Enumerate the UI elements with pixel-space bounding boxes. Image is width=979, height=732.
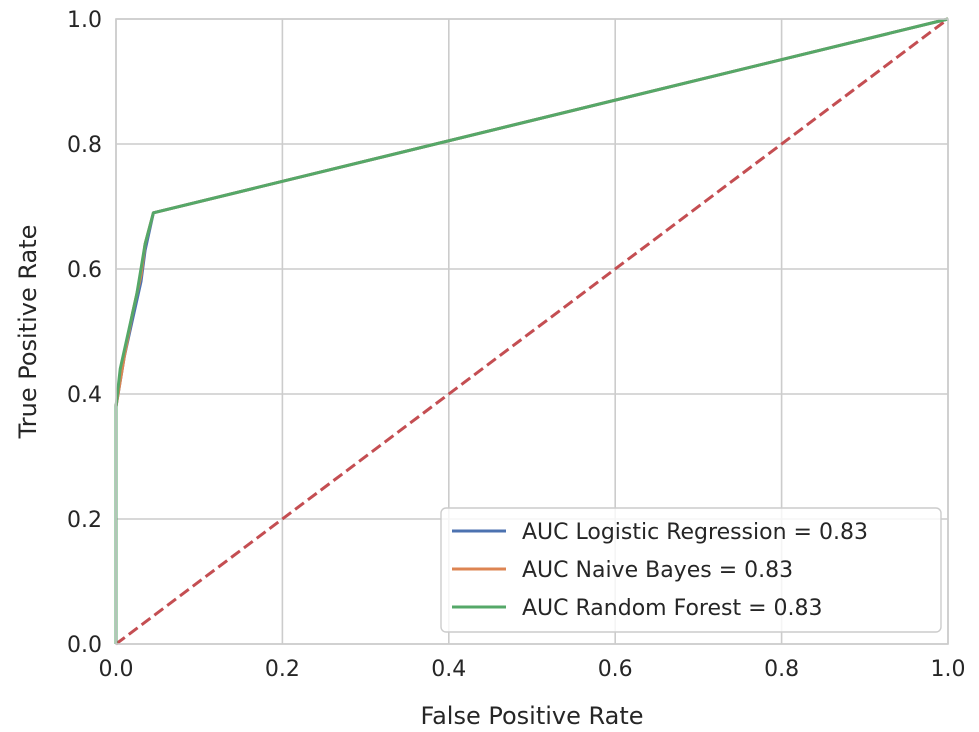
x-tick-label: 0.6 [598, 657, 633, 682]
y-tick-label: 0.8 [67, 133, 102, 158]
reference-line [115, 17, 949, 646]
y-axis-label: True Positive Rate [14, 225, 42, 440]
x-axis-label: False Positive Rate [420, 702, 643, 730]
x-tick-label: 0.0 [99, 657, 134, 682]
y-tick-labels: 0.0 0.2 0.4 0.6 0.8 1.0 [67, 8, 102, 658]
y-tick-label: 0.0 [67, 633, 102, 658]
y-tick-label: 1.0 [67, 8, 102, 33]
legend-box [440, 507, 942, 633]
legend-entry: AUC Naive Bayes = 0.83 [522, 558, 793, 583]
legend-entry: AUC Random Forest = 0.83 [522, 596, 823, 621]
plot-frame [115, 18, 949, 645]
legend: AUC Logistic Regression = 0.83 AUC Naive … [440, 507, 942, 633]
x-tick-label: 0.8 [764, 657, 799, 682]
x-tick-labels: 0.0 0.2 0.4 0.6 0.8 1.0 [99, 657, 966, 682]
x-tick-label: 0.2 [265, 657, 300, 682]
reference-line-layer [115, 17, 949, 646]
x-tick-label: 1.0 [931, 657, 966, 682]
y-tick-label: 0.4 [67, 383, 102, 408]
legend-entry: AUC Logistic Regression = 0.83 [522, 520, 868, 545]
x-tick-label: 0.4 [431, 657, 466, 682]
y-tick-label: 0.6 [67, 258, 102, 283]
y-tick-label: 0.2 [67, 508, 102, 533]
